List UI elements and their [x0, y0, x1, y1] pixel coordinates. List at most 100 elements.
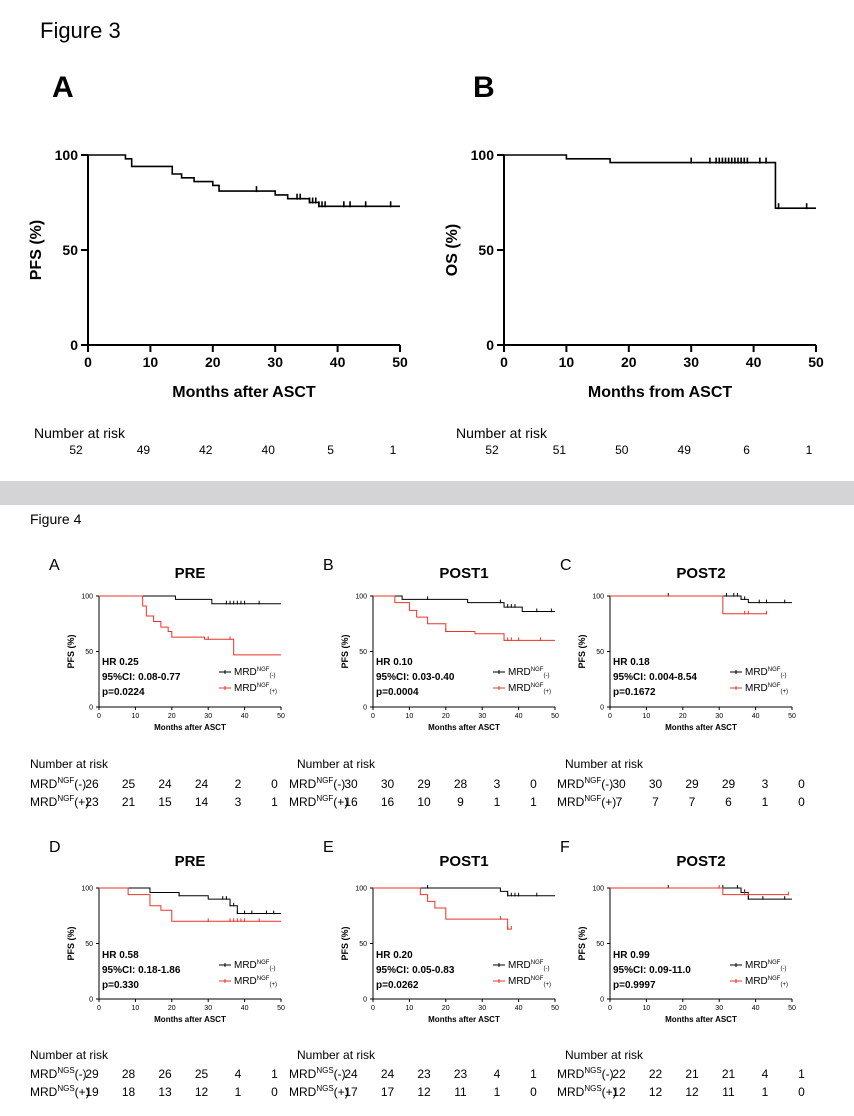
risk-label-suffix: (+): [333, 795, 348, 809]
x-tick-label: 10: [643, 713, 651, 720]
risk-label-main: MRD: [30, 777, 58, 791]
y-tick-label: 50: [596, 649, 604, 656]
risk-count: 40: [262, 443, 276, 457]
y-tick-label: 100: [471, 147, 495, 163]
x-tick-label: 30: [478, 713, 486, 720]
risk-count: 26: [85, 777, 99, 791]
panel-letter: C: [560, 557, 572, 574]
risk-count: 3: [762, 777, 769, 791]
km-negative-curve: [373, 595, 555, 613]
y-tick-label: 50: [85, 649, 93, 656]
km-curve: [88, 154, 400, 208]
risk-count: 0: [530, 777, 537, 791]
risk-label-main: MRD: [289, 1067, 317, 1081]
risk-count: 50: [615, 443, 629, 457]
risk-count: 30: [381, 777, 395, 791]
x-tick-label: 50: [788, 1005, 796, 1012]
panel-title: PRE: [175, 565, 206, 582]
y-tick-label: 50: [62, 242, 78, 258]
legend-label-sub: (+): [543, 689, 551, 695]
x-tick-label: 50: [551, 713, 559, 720]
legend-label-main: MRD: [745, 976, 768, 987]
risk-count: 23: [417, 1067, 431, 1081]
km-negative-curve: [99, 595, 281, 605]
y-tick-label: 50: [478, 242, 494, 258]
risk-count: 49: [678, 443, 692, 457]
x-tick-label: 0: [371, 1005, 375, 1012]
legend-label: MRDNGF(-): [234, 667, 275, 679]
legend-label: MRDNGF(-): [745, 667, 786, 679]
x-tick-label: 40: [241, 1005, 249, 1012]
risk-count: 52: [485, 443, 499, 457]
legend-label-main: MRD: [508, 976, 531, 987]
number-at-risk-title: Number at risk: [297, 1048, 376, 1062]
x-axis-label: Months after ASCT: [428, 1015, 500, 1024]
risk-label-sup: NGS: [584, 1084, 601, 1093]
y-tick-label: 0: [363, 996, 367, 1003]
x-tick-label: 0: [500, 354, 508, 370]
number-at-risk-title: Number at risk: [565, 757, 644, 771]
risk-count: 1: [762, 1085, 769, 1099]
legend-label: MRDNGF(+): [508, 976, 551, 988]
legend-label-sup: NGF: [257, 683, 270, 689]
x-tick-label: 40: [515, 1005, 523, 1012]
risk-count: 30: [344, 777, 358, 791]
y-tick-label: 100: [592, 885, 604, 892]
figure3-panel-a: A 0 10 20 30 40 50 0 50 100 Months after ASCT PFS (…: [28, 71, 408, 457]
y-tick-label: 50: [85, 941, 93, 948]
risk-label-main: MRD: [557, 1067, 585, 1081]
y-tick-label: 0: [486, 337, 494, 353]
x-tick-label: 20: [168, 1005, 176, 1012]
risk-label-main: MRD: [557, 1085, 585, 1099]
risk-label-suffix: (+): [602, 1085, 617, 1099]
risk-count: 0: [530, 1085, 537, 1099]
risk-count: 26: [158, 1067, 172, 1081]
x-tick-label: 10: [406, 713, 414, 720]
risk-label-suffix: (-): [75, 1067, 87, 1081]
risk-count: 0: [271, 1085, 278, 1099]
km-positive-curve: [373, 595, 555, 641]
y-tick-label: 0: [600, 996, 604, 1003]
km-positive-curve: [610, 887, 789, 896]
y-tick-label: 0: [70, 337, 78, 353]
x-tick-label: 50: [808, 354, 824, 370]
risk-row-label: MRDNGF(+): [30, 794, 89, 809]
x-tick-label: 40: [330, 354, 346, 370]
legend-label: MRDNGF(-): [745, 960, 786, 972]
legend-label-main: MRD: [508, 683, 531, 694]
stat-line: p=0.0004: [376, 687, 419, 698]
panel-letter: B: [473, 71, 495, 104]
legend-label-sub: (-): [543, 673, 549, 679]
risk-count: 28: [122, 1067, 136, 1081]
legend-label-main: MRD: [234, 683, 257, 694]
km-negative-curve: [610, 887, 792, 900]
x-axis-label: Months after ASCT: [154, 1015, 226, 1024]
legend-label-sup: NGF: [257, 667, 270, 673]
panel-title: POST1: [439, 565, 488, 582]
number-at-risk-title: Number at risk: [34, 425, 126, 441]
risk-count: 51: [553, 443, 567, 457]
risk-count: 3: [235, 795, 242, 809]
legend-label-sub: (-): [543, 966, 549, 972]
x-axis-label: Months after ASCT: [172, 384, 316, 401]
risk-label-sup: NGF: [316, 776, 333, 785]
risk-label-main: MRD: [30, 1085, 58, 1099]
legend-label-sub: (-): [269, 673, 275, 679]
risk-count: 49: [137, 443, 151, 457]
x-tick-label: 40: [515, 713, 523, 720]
panel-letter: A: [49, 557, 60, 574]
risk-row-label: MRDNGF(-): [289, 776, 345, 791]
panel-title: POST2: [676, 853, 725, 870]
y-tick-label: 0: [363, 704, 367, 711]
x-axis-label: Months after ASCT: [428, 723, 500, 732]
stat-line: 95%CI: 0.09-11.0: [613, 965, 691, 976]
risk-count: 1: [530, 795, 537, 809]
y-tick-label: 50: [596, 941, 604, 948]
risk-label-suffix: (+): [74, 795, 89, 809]
figure4-title: Figure 4: [30, 511, 82, 527]
y-axis-label: OS (%): [444, 224, 461, 276]
legend-label-sup: NGF: [531, 683, 544, 689]
legend-label-sup: NGF: [768, 667, 781, 673]
risk-label-sup: NGF: [57, 794, 74, 803]
risk-count: 24: [195, 777, 209, 791]
